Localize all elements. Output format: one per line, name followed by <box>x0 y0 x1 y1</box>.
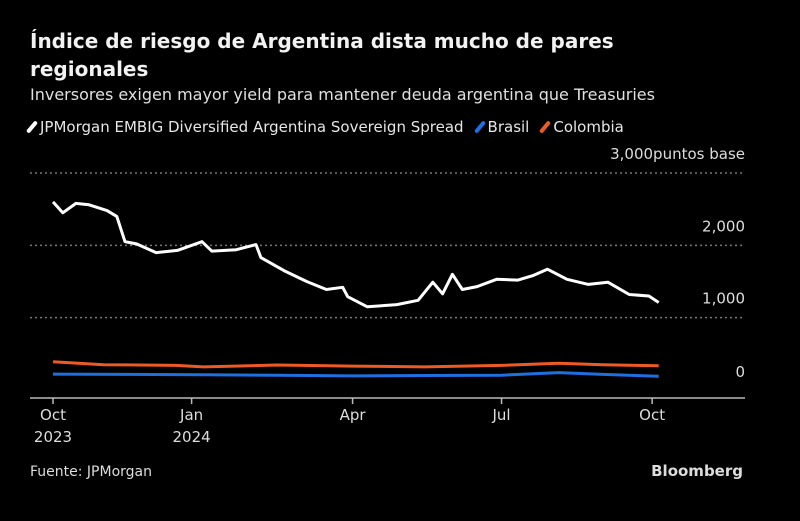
bloomberg-logo: Bloomberg <box>651 462 743 480</box>
legend-label: JPMorgan EMBIG Diversified Argentina Sov… <box>40 118 464 136</box>
x-tick-label: Jan <box>179 406 203 424</box>
series-line-colombia <box>52 360 659 369</box>
x-tick-label: Oct <box>40 406 66 424</box>
legend-item-argentina: JPMorgan EMBIG Diversified Argentina Sov… <box>25 118 464 136</box>
y-tick-label: 1,000 <box>702 290 745 308</box>
legend-item-brasil: Brasil <box>473 118 530 136</box>
chart-subtitle: Inversores exigen mayor yield para mante… <box>30 85 655 104</box>
y-tick-label: 2,000 <box>702 217 745 235</box>
x-tick-label: Oct <box>639 406 665 424</box>
x-tick-year: 2024 <box>173 428 211 446</box>
x-tick-year: 2023 <box>34 428 72 446</box>
legend: JPMorgan EMBIG Diversified Argentina Sov… <box>25 118 624 136</box>
legend-item-colombia: Colombia <box>539 118 624 136</box>
legend-label: Brasil <box>487 118 530 136</box>
y-tick-label: 0 <box>735 363 745 381</box>
series-line-brasil <box>52 371 659 378</box>
legend-label: Colombia <box>553 118 624 136</box>
x-tick-label: Apr <box>340 406 367 424</box>
source-note: Fuente: JPMorgan <box>30 464 152 480</box>
y-tick-label: 3,000puntos base <box>610 145 745 163</box>
x-tick-label: Jul <box>491 406 510 424</box>
chart-title: Índice de riesgo de Argentina dista much… <box>30 29 614 81</box>
series-line-jpmorgan <box>51 200 660 309</box>
